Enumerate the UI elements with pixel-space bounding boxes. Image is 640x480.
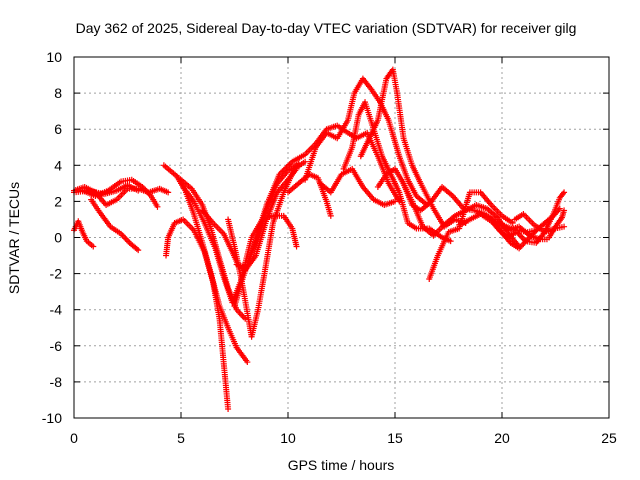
series-arc-2 xyxy=(71,218,97,250)
data-point xyxy=(392,198,398,205)
y-tick-label: -2 xyxy=(50,266,63,282)
data-point xyxy=(135,247,142,254)
data-point xyxy=(556,205,563,212)
data-point xyxy=(302,158,309,165)
x-tick-label: 0 xyxy=(70,430,78,446)
x-axis-label: GPS time / hours xyxy=(288,457,395,473)
y-tick-label: 0 xyxy=(54,230,62,246)
tick-labels: 0 5 10 15 20 25 -10 -8 -6 -4 -2 0 2 4 6 8 10 xyxy=(42,49,617,446)
data-point xyxy=(244,359,251,366)
data-point xyxy=(327,212,334,219)
data-point xyxy=(561,207,568,214)
y-tick-label: -4 xyxy=(50,302,63,318)
series-arc-21 xyxy=(426,189,516,283)
series-arc-5 xyxy=(71,182,142,198)
series-arc-17 xyxy=(317,165,398,209)
data-point xyxy=(154,203,161,210)
data-point xyxy=(509,220,516,227)
y-tick-label: -6 xyxy=(50,338,63,354)
y-tick-label: -8 xyxy=(50,374,63,390)
y-tick-label: 10 xyxy=(46,49,62,65)
y-tick-label: -10 xyxy=(42,410,62,426)
y-tick-label: 2 xyxy=(54,193,62,209)
data-point xyxy=(447,238,454,245)
series-arc-16 xyxy=(340,99,454,245)
series-arc-13 xyxy=(231,122,403,310)
x-tick-label: 10 xyxy=(280,430,296,446)
data-point xyxy=(135,187,142,194)
y-tick-label: 6 xyxy=(54,121,62,137)
x-tick-label: 5 xyxy=(177,430,185,446)
data-point xyxy=(561,223,568,230)
data-point xyxy=(225,405,232,412)
data-point xyxy=(293,243,300,250)
series-arc-20 xyxy=(398,176,523,250)
series-arc-7 xyxy=(160,162,251,366)
data-point xyxy=(90,243,97,250)
chart-title: Day 362 of 2025, Sidereal Day-to-day VTE… xyxy=(76,20,577,36)
series-arc-3 xyxy=(88,196,142,254)
x-tick-label: 20 xyxy=(494,430,510,446)
data-point xyxy=(165,189,172,196)
data-point xyxy=(293,165,300,172)
data-point xyxy=(559,190,566,197)
y-tick-label: 4 xyxy=(54,157,62,173)
data-marks xyxy=(71,66,568,412)
data-point xyxy=(561,189,568,196)
series-arc-25 xyxy=(494,220,550,243)
y-axis-label: SDTVAR / TECUs xyxy=(6,182,22,294)
y-tick-label: 8 xyxy=(54,85,62,101)
x-tick-label: 25 xyxy=(601,430,617,446)
plot-frame xyxy=(73,56,610,419)
series-arc-4 xyxy=(79,176,161,210)
series-arc-11 xyxy=(225,158,309,340)
x-tick-label: 15 xyxy=(387,430,403,446)
data-point xyxy=(242,315,249,322)
series-arc-26 xyxy=(546,207,568,241)
